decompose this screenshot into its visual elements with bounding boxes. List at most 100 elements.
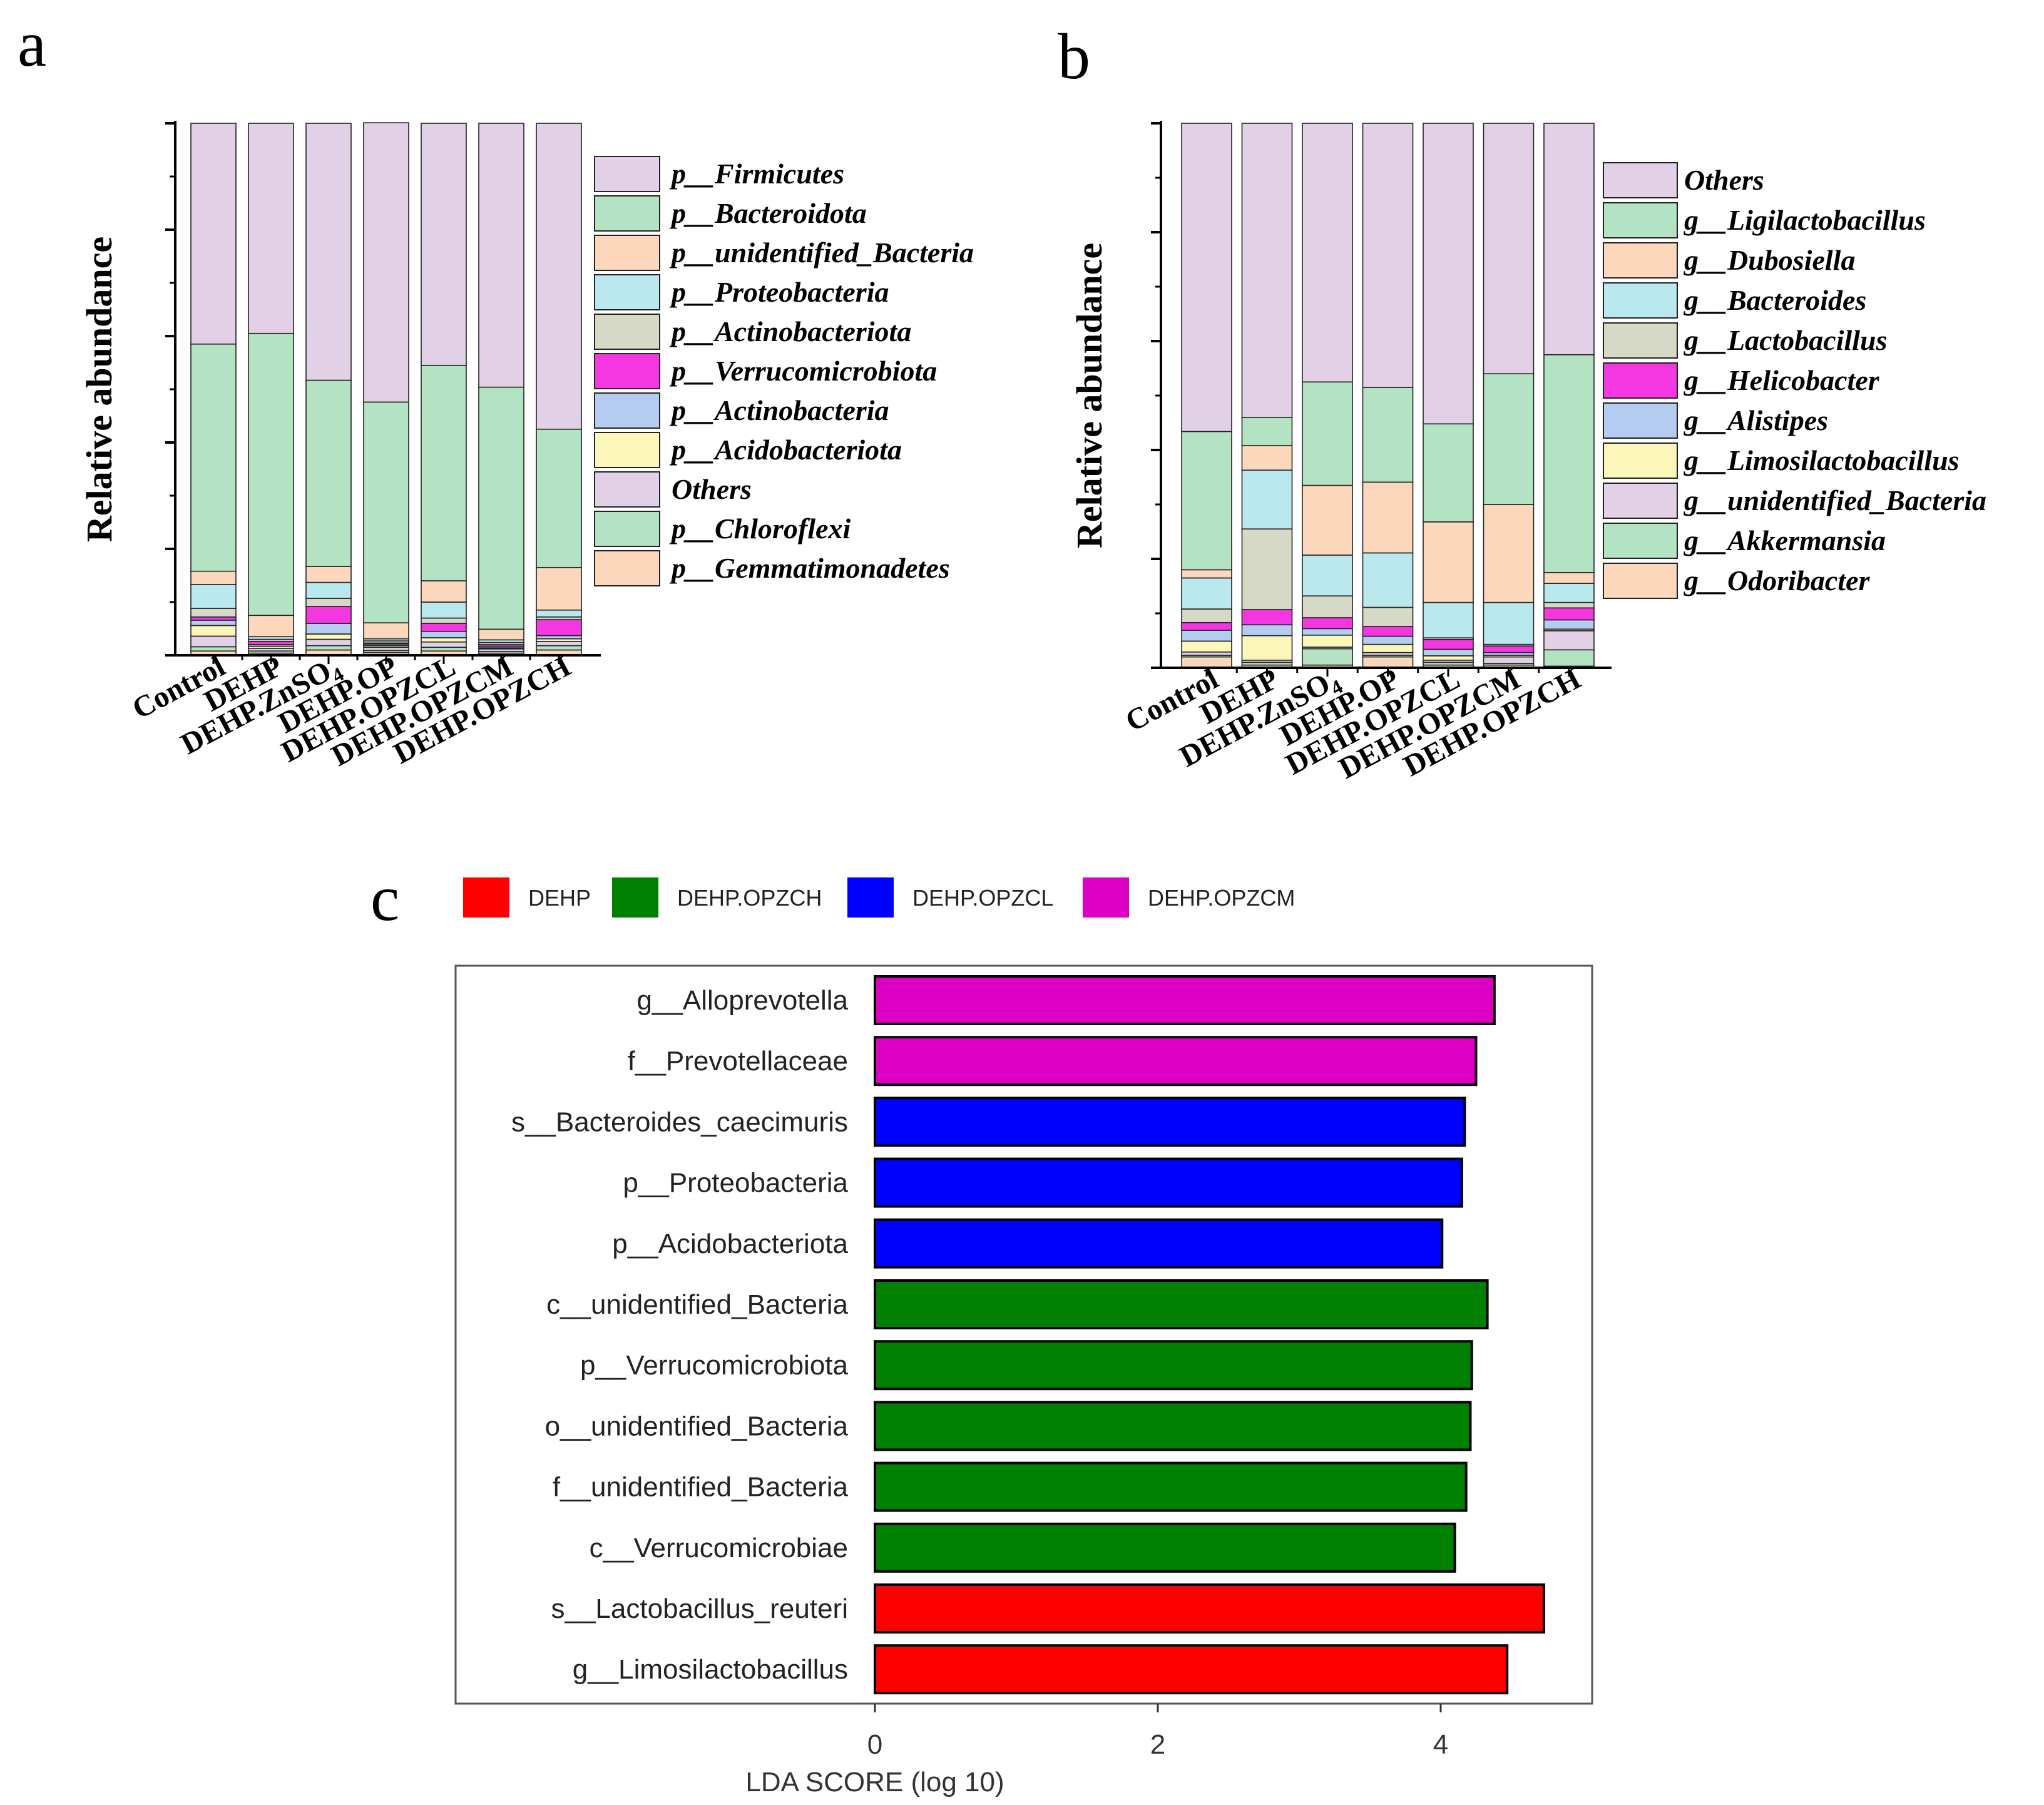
lda-x-axis-label: LDA SCORE (log 10) [745,1767,1004,1797]
lda-x-tick-label-2: 4 [1433,1729,1448,1760]
y-axis-label-b: Relative abundance [1069,243,1110,548]
bar-segment-a-2-3 [305,633,352,640]
legend-prefix: g__ [1684,404,1727,436]
bar-segment-a-6-1 [536,645,582,651]
legend-label-b-9: g__Akkermansia [1684,524,1886,556]
bar-segment-b-4-7 [1423,601,1474,638]
bar-segment-a-6-7 [536,609,582,618]
lda-bar-label-7: o__unidentified_Bacteria [545,1411,849,1441]
bar-segment-b-6-6 [1543,601,1595,609]
bar-segment-b-0-4 [1181,630,1232,642]
bar-segment-a-5-8 [478,628,524,641]
bar-segment-b-0-6 [1181,608,1232,623]
lda-bar-3 [874,1157,1463,1208]
legend-label-a-4: p__Actinobacteriota [669,315,911,347]
bar-segment-a-0-8 [190,570,237,585]
lda-bar-label-11: g__Limosilactobacillus [573,1654,848,1685]
bar-segment-a-2-10 [305,123,352,381]
lda-bar-label-0: g__Alloprevotella [636,985,848,1016]
bar-segment-b-5-7 [1483,601,1535,645]
bar-segment-b-5-9 [1483,373,1535,505]
legend-label-a-1: p__Bacteroidota [669,197,867,229]
legend-label-b-4: g__Lactobacillus [1684,324,1888,356]
bar-segment-b-4-4 [1423,648,1474,657]
bar-segment-b-2-9 [1302,381,1353,486]
lda-bar-label-2: s__Bacteroides_caecimuris [511,1107,848,1137]
legend-swatch-b-1 [1603,202,1678,238]
legend-label-a-6: p__Actinobacteria [669,394,889,426]
legend-name: Alistipes [1725,404,1828,436]
bar-segment-b-6-1 [1543,649,1595,667]
legend-prefix: p__ [669,355,715,387]
bar-segment-a-4-3 [421,637,467,643]
lda-legend-label-3: DEHP.OPZCM [1148,885,1295,911]
legend-label-b-6: g__Alistipes [1684,404,1828,436]
legend-label-b-0: Others [1684,164,1764,196]
lda-bar-9 [874,1522,1456,1573]
legend-label-a-3: p__Proteobacteria [669,276,889,308]
bar-segment-b-3-4 [1362,635,1414,645]
legend-swatch-b-6 [1603,402,1678,439]
legend-swatch-a-5 [594,353,660,389]
legend-swatch-a-0 [594,156,660,192]
legend-prefix: g__ [1684,565,1727,596]
legend-name: Gemmatimonadetes [715,552,950,584]
legend-swatch-b-9 [1603,523,1678,559]
legend-prefix: g__ [1684,324,1727,356]
legend-name: Acidobacteriota [713,434,902,466]
legend-name: Lactobacillus [1727,324,1888,356]
bar-segment-b-3-3 [1362,643,1414,653]
bar-segment-b-4-9 [1423,423,1474,523]
legend-prefix: p__ [669,197,715,229]
bar-segment-b-2-6 [1302,595,1353,618]
bar-segment-a-4-5 [421,623,467,632]
lda-bar-8 [874,1461,1468,1512]
bar-segment-a-6-10 [536,123,582,430]
lda-bar-label-6: p__Verrucomicrobiota [580,1350,849,1381]
lda-legend-label-1: DEHP.OPZCH [677,885,822,911]
legend-swatch-b-3 [1603,282,1678,319]
bar-segment-b-1-8 [1241,445,1293,471]
panel-a-letter: a [18,8,46,80]
bar-segment-b-6-9 [1543,354,1595,573]
lda-bar-1 [874,1036,1478,1087]
bar-segment-b-3-9 [1362,387,1414,483]
bar-segment-a-6-9 [536,428,582,568]
legend-name: Others [1684,164,1764,196]
legend-label-a-7: p__Acidobacteriota [669,434,902,466]
bar-segment-a-4-10 [421,123,467,366]
lda-bar-label-10: s__Lactobacillus_reuteri [551,1593,848,1624]
plot-frame-c [454,964,1593,1705]
lda-bar-2 [874,1097,1466,1147]
bar-segment-a-2-1 [305,645,352,651]
legend-prefix: g__ [1684,284,1727,316]
legend-prefix: g__ [1684,524,1727,556]
legend-name: Helicobacter [1727,364,1880,396]
legend-name: Actinobacteria [713,394,889,426]
legend-swatch-b-4 [1603,322,1678,359]
bar-segment-b-1-10 [1241,123,1293,418]
bar-segment-a-4-6 [421,617,467,624]
lda-legend-swatch-1 [612,877,658,918]
bar-segment-b-2-3 [1302,634,1353,648]
stacked-bar-chart-b: ControlDEHPDEHP.ZnSO4DEHP.OPDEHP.OPZCLDE… [1069,121,1986,785]
bar-segment-a-4-9 [421,364,467,581]
bar-segment-a-0-10 [190,123,237,345]
legend-name: Verrucomicrobiota [715,355,937,387]
panel-b-letter: b [1058,21,1090,93]
bar-segment-a-5-10 [478,123,524,388]
legend-prefix: p__ [669,276,715,308]
lda-bar-label-9: c__Verrucomicrobiae [590,1533,848,1563]
lda-bar-5 [874,1279,1489,1329]
legend-swatch-b-10 [1603,563,1678,599]
legend-prefix: g__ [1684,444,1727,476]
bar-segment-a-1-8 [248,615,294,638]
bar-segment-b-2-1 [1302,648,1353,666]
lda-legend-swatch-3 [1083,877,1129,918]
bar-segment-b-0-9 [1181,431,1232,571]
bar-segment-b-0-3 [1181,640,1232,653]
bar-segment-b-6-8 [1543,571,1595,584]
bar-segment-a-0-7 [190,584,237,610]
legend-swatch-a-2 [594,235,660,271]
